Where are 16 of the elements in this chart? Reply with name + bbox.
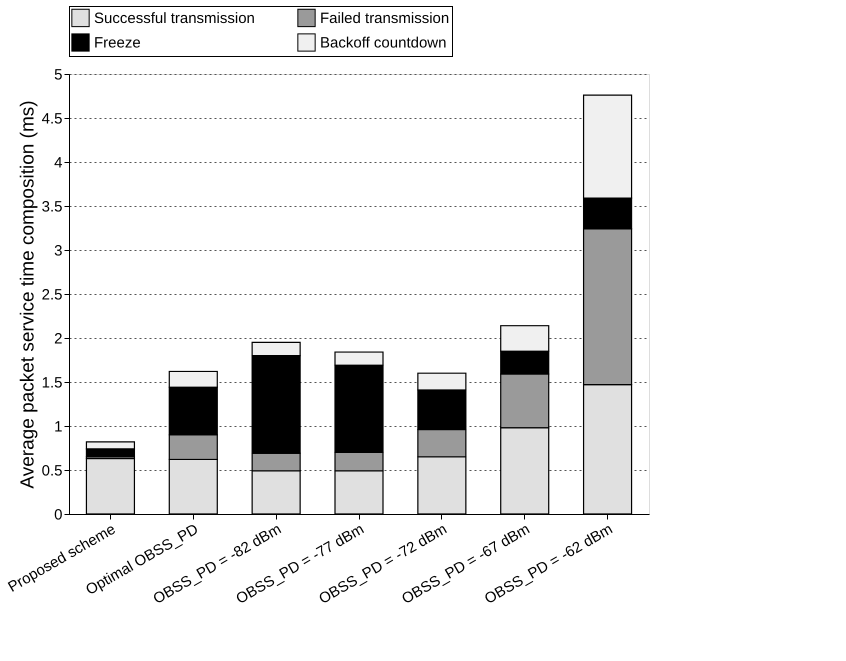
y-tick-label: 2.5 [42, 286, 62, 304]
legend-label: Failed transmission [320, 10, 450, 27]
y-tick-label: 0.5 [42, 462, 62, 480]
legend-label: Freeze [94, 34, 141, 52]
legend-label: Successful transmission [94, 10, 255, 27]
y-tick-label: 5 [54, 66, 62, 84]
y-tick-label: 3 [54, 242, 62, 260]
y-tick-label: 2 [54, 330, 62, 348]
y-tick-label: 4 [54, 154, 62, 172]
y-tick-label: 1 [54, 418, 62, 436]
y-tick-label: 3.5 [42, 198, 62, 216]
y-tick-label: 4.5 [42, 110, 62, 128]
y-tick-label: 1.5 [42, 374, 62, 392]
y-axis-title: Average packet service time composition (ms) [18, 100, 39, 489]
legend-label: Backoff countdown [320, 34, 446, 52]
y-tick-label: 0 [54, 506, 62, 524]
